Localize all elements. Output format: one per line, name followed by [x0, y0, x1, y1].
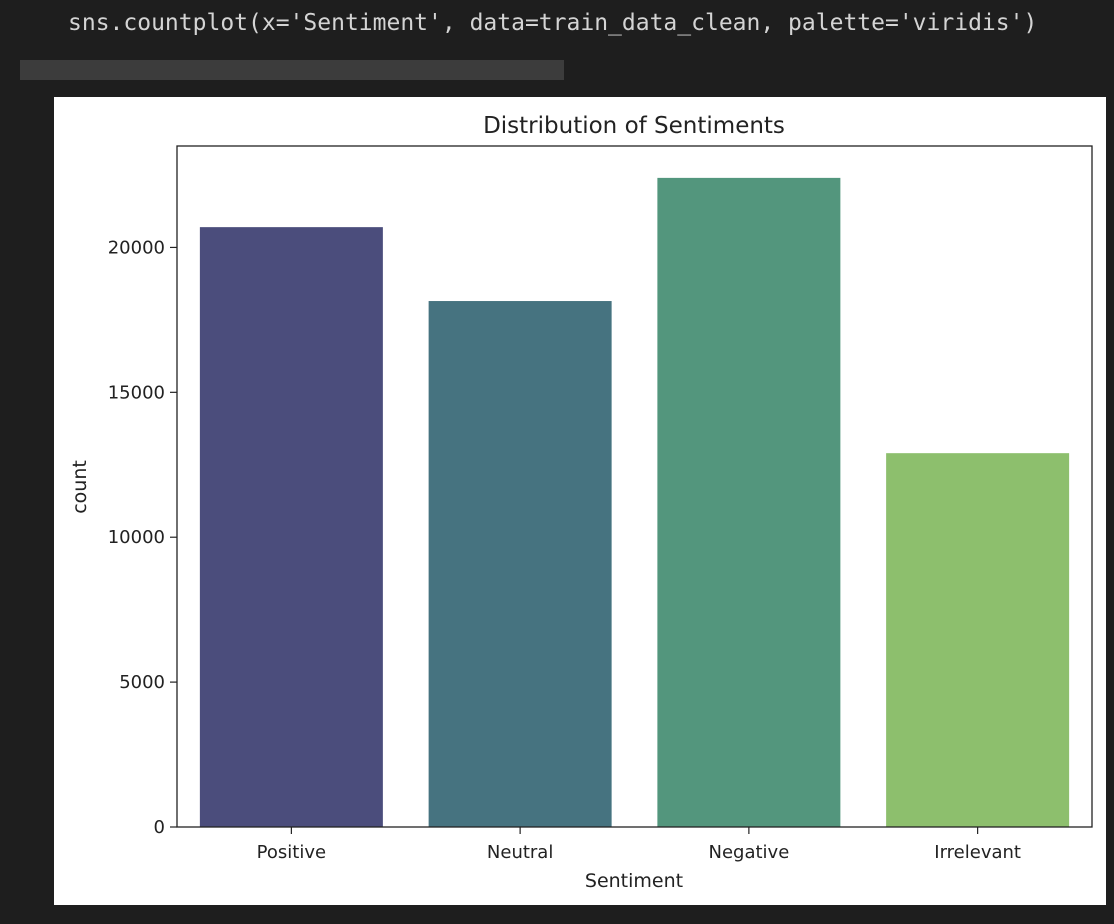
x-axis: Positive Neutral Negative Irrelevant [257, 827, 1021, 863]
y-tick-label: 10000 [108, 527, 165, 548]
y-tick-label: 15000 [108, 382, 165, 403]
bar-neutral [428, 301, 612, 828]
chart-figure: Distribution of Sentiments 0 5000 10000 150… [54, 97, 1106, 905]
y-tick-label: 5000 [119, 672, 165, 693]
x-tick-label: Neutral [487, 842, 553, 863]
output-scroll-bar[interactable] [20, 60, 564, 80]
chart-title: Distribution of Sentiments [483, 113, 785, 139]
y-axis-label: count [69, 460, 91, 514]
bar-negative [657, 177, 841, 827]
code-cell-line[interactable]: sns.countplot(x='Sentiment', data=train_… [68, 10, 1038, 36]
x-tick-label: Negative [708, 842, 789, 863]
x-axis-label: Sentiment [585, 870, 683, 892]
y-tick-label: 0 [154, 817, 165, 838]
bar-positive [199, 227, 383, 827]
y-axis: 0 5000 10000 15000 20000 [108, 237, 177, 838]
plot-frame [176, 145, 1093, 828]
x-tick-label: Irrelevant [934, 842, 1021, 863]
bar-irrelevant [886, 453, 1070, 827]
x-tick-label: Positive [257, 842, 326, 863]
y-tick-label: 20000 [108, 237, 165, 258]
bar-chart: Distribution of Sentiments 0 5000 10000 150… [69, 113, 1093, 892]
bars-group [199, 177, 1070, 828]
